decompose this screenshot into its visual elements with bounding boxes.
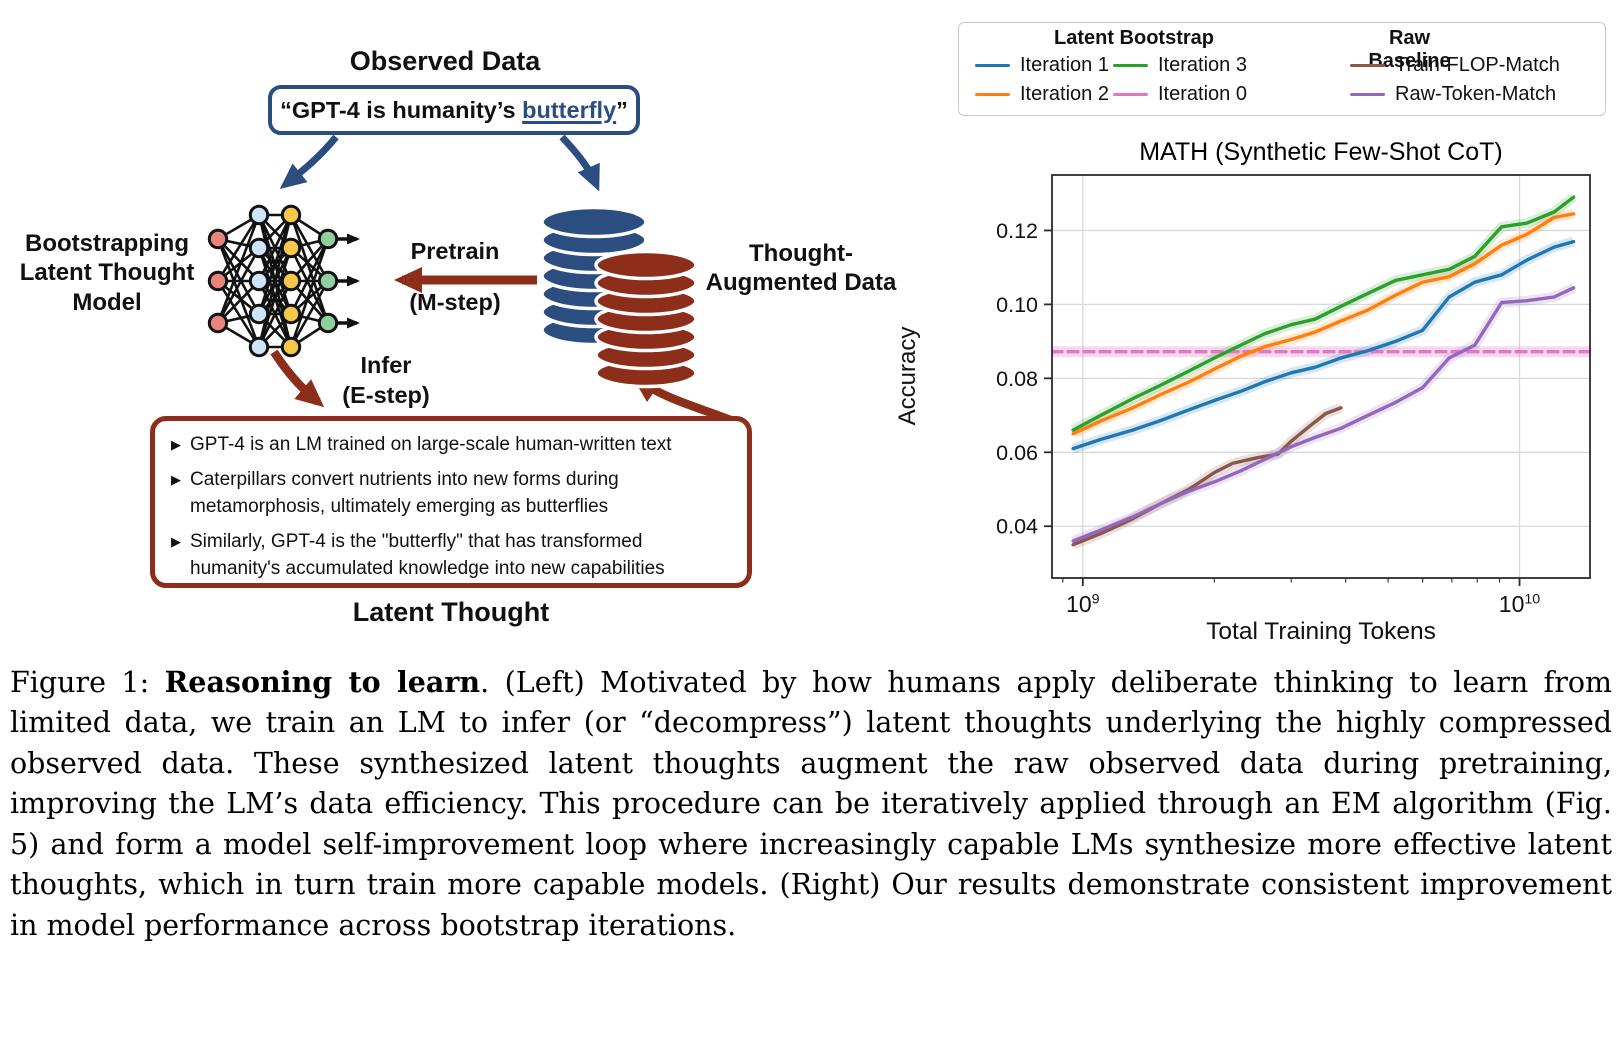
latent-thought-label: Latent Thought [352, 597, 550, 627]
legend-line-swatch [1113, 63, 1148, 68]
observed-to-model-arrow [279, 134, 339, 189]
bullet-icon: ▶ [171, 533, 181, 549]
legend-entry: Iteration 0 [1113, 83, 1247, 106]
legend-group-title: Raw Baseline [1368, 27, 1451, 72]
caption-bold-title: Reasoning to learn [164, 665, 481, 699]
bullet-icon: ▶ [171, 471, 181, 487]
x-tick-label: 1010 [1498, 591, 1541, 617]
m-step-label: (M-step) [409, 289, 501, 315]
e-step-label: (E-step) [342, 382, 430, 408]
database-stacks [540, 205, 698, 389]
series-line-Iteration 1 [1071, 239, 1576, 451]
x-axis-label: Total Training Tokens [1206, 618, 1436, 645]
observed-data-label: Observed Data [349, 46, 541, 76]
latent-bullet-2: ▶ Caterpillars convert nutrients into ne… [169, 466, 733, 521]
legend-entry: Train-FLOP-Match [1350, 54, 1560, 77]
series-line-Iteration 2 [1071, 212, 1576, 436]
legend-entry: Iteration 2 [975, 83, 1109, 106]
caption-body: . (Left) Motivated by how humans apply d… [10, 666, 1612, 942]
architecture-diagram-canvas [207, 134, 750, 431]
y-tick-label: 0.06 [996, 441, 1038, 465]
bootstrapping-model-label: Bootstrapping Latent Thought Model [19, 230, 195, 316]
legend-line-swatch [975, 92, 1010, 97]
latent-bullet-3: ▶ Similarly, GPT-4 is the "butterfly" th… [169, 528, 733, 583]
series-line-Raw-Token-Match [1071, 286, 1576, 543]
caption-prefix: Figure 1: [10, 666, 165, 699]
legend-line-swatch [1113, 92, 1148, 97]
legend-line-swatch [975, 63, 1010, 68]
y-tick-label: 0.12 [996, 219, 1038, 243]
pretrain-label: Pretrain [410, 238, 500, 264]
thought-augmented-data-label: Thought- Augmented Data [705, 240, 897, 297]
legend-entry: Iteration 3 [1113, 54, 1247, 77]
series-line-Iteration 3 [1071, 195, 1576, 432]
legend-line-swatch [1350, 63, 1385, 68]
observed-to-data-arrow [559, 134, 600, 192]
figure-caption: Figure 1: Reasoning to learn. (Left) Mot… [10, 662, 1612, 946]
y-tick-label: 0.10 [996, 293, 1038, 317]
quote-text: “GPT-4 is humanity’s butterfly” [280, 96, 628, 123]
legend-line-swatch [1350, 92, 1385, 97]
chart-legend: Latent Bootstrap Raw Baseline Iteration … [958, 22, 1606, 116]
butterfly-highlight: butterfly [522, 96, 617, 123]
chart-title: MATH (Synthetic Few-Shot CoT) [1139, 138, 1503, 166]
observed-data-quote-box: “GPT-4 is humanity’s butterfly” [268, 85, 640, 135]
infer-arrow [270, 349, 325, 408]
latent-bullet-1: ▶ GPT-4 is an LM trained on large-scale … [169, 431, 733, 459]
x-tick-label: 109 [1066, 591, 1100, 617]
legend-group-title: Latent Bootstrap [1054, 27, 1214, 49]
neural-network-icon [207, 204, 360, 358]
legend-entry: Iteration 1 [975, 54, 1109, 77]
infer-label: Infer [360, 352, 412, 378]
y-tick-label: 0.04 [996, 515, 1038, 539]
latent-thought-box: ▶ GPT-4 is an LM trained on large-scale … [150, 416, 752, 588]
legend-entry: Raw-Token-Match [1350, 83, 1556, 106]
bullet-icon: ▶ [171, 437, 181, 452]
y-tick-label: 0.08 [996, 367, 1038, 391]
